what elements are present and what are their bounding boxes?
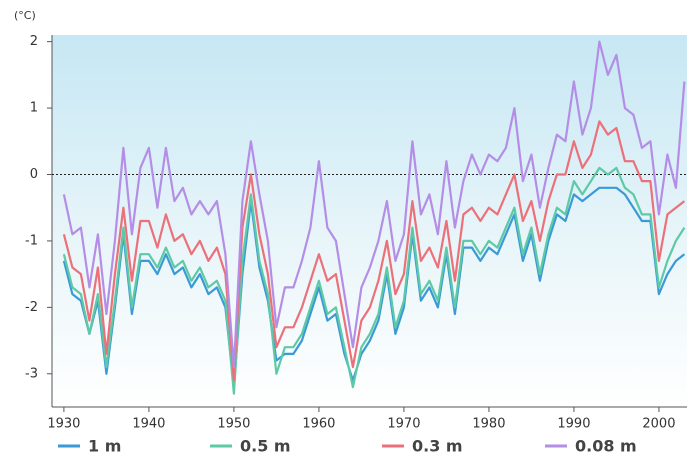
x-tick-label: 1990 [557, 417, 590, 432]
series-line [62, 120, 686, 382]
series-line [62, 186, 686, 389]
y-tick-label: 1 [30, 101, 38, 116]
series-line [62, 166, 686, 395]
y-tick-label: -1 [25, 233, 38, 248]
legend-label: 0.5 m [240, 437, 291, 456]
x-tick-label: 1960 [302, 417, 335, 432]
legend-label: 0.3 m [412, 437, 463, 456]
y-tick-label: -3 [25, 366, 38, 381]
legend-label: 0.08 m [575, 437, 637, 456]
series-line [62, 40, 686, 369]
x-tick-label: 1930 [47, 417, 80, 432]
y-tick-label: -2 [25, 300, 38, 315]
x-tick-label: 1970 [387, 417, 420, 432]
x-tick-label: 1980 [472, 417, 505, 432]
plot-background [52, 35, 687, 407]
legend-label: 1 m [88, 437, 121, 456]
y-unit-label: (°C) [14, 9, 36, 22]
x-tick-label: 1950 [217, 417, 250, 432]
y-tick-label: 2 [30, 34, 38, 49]
x-tick-label: 1940 [132, 417, 165, 432]
y-tick-label: 0 [30, 167, 38, 182]
x-tick-label: 2000 [642, 417, 675, 432]
